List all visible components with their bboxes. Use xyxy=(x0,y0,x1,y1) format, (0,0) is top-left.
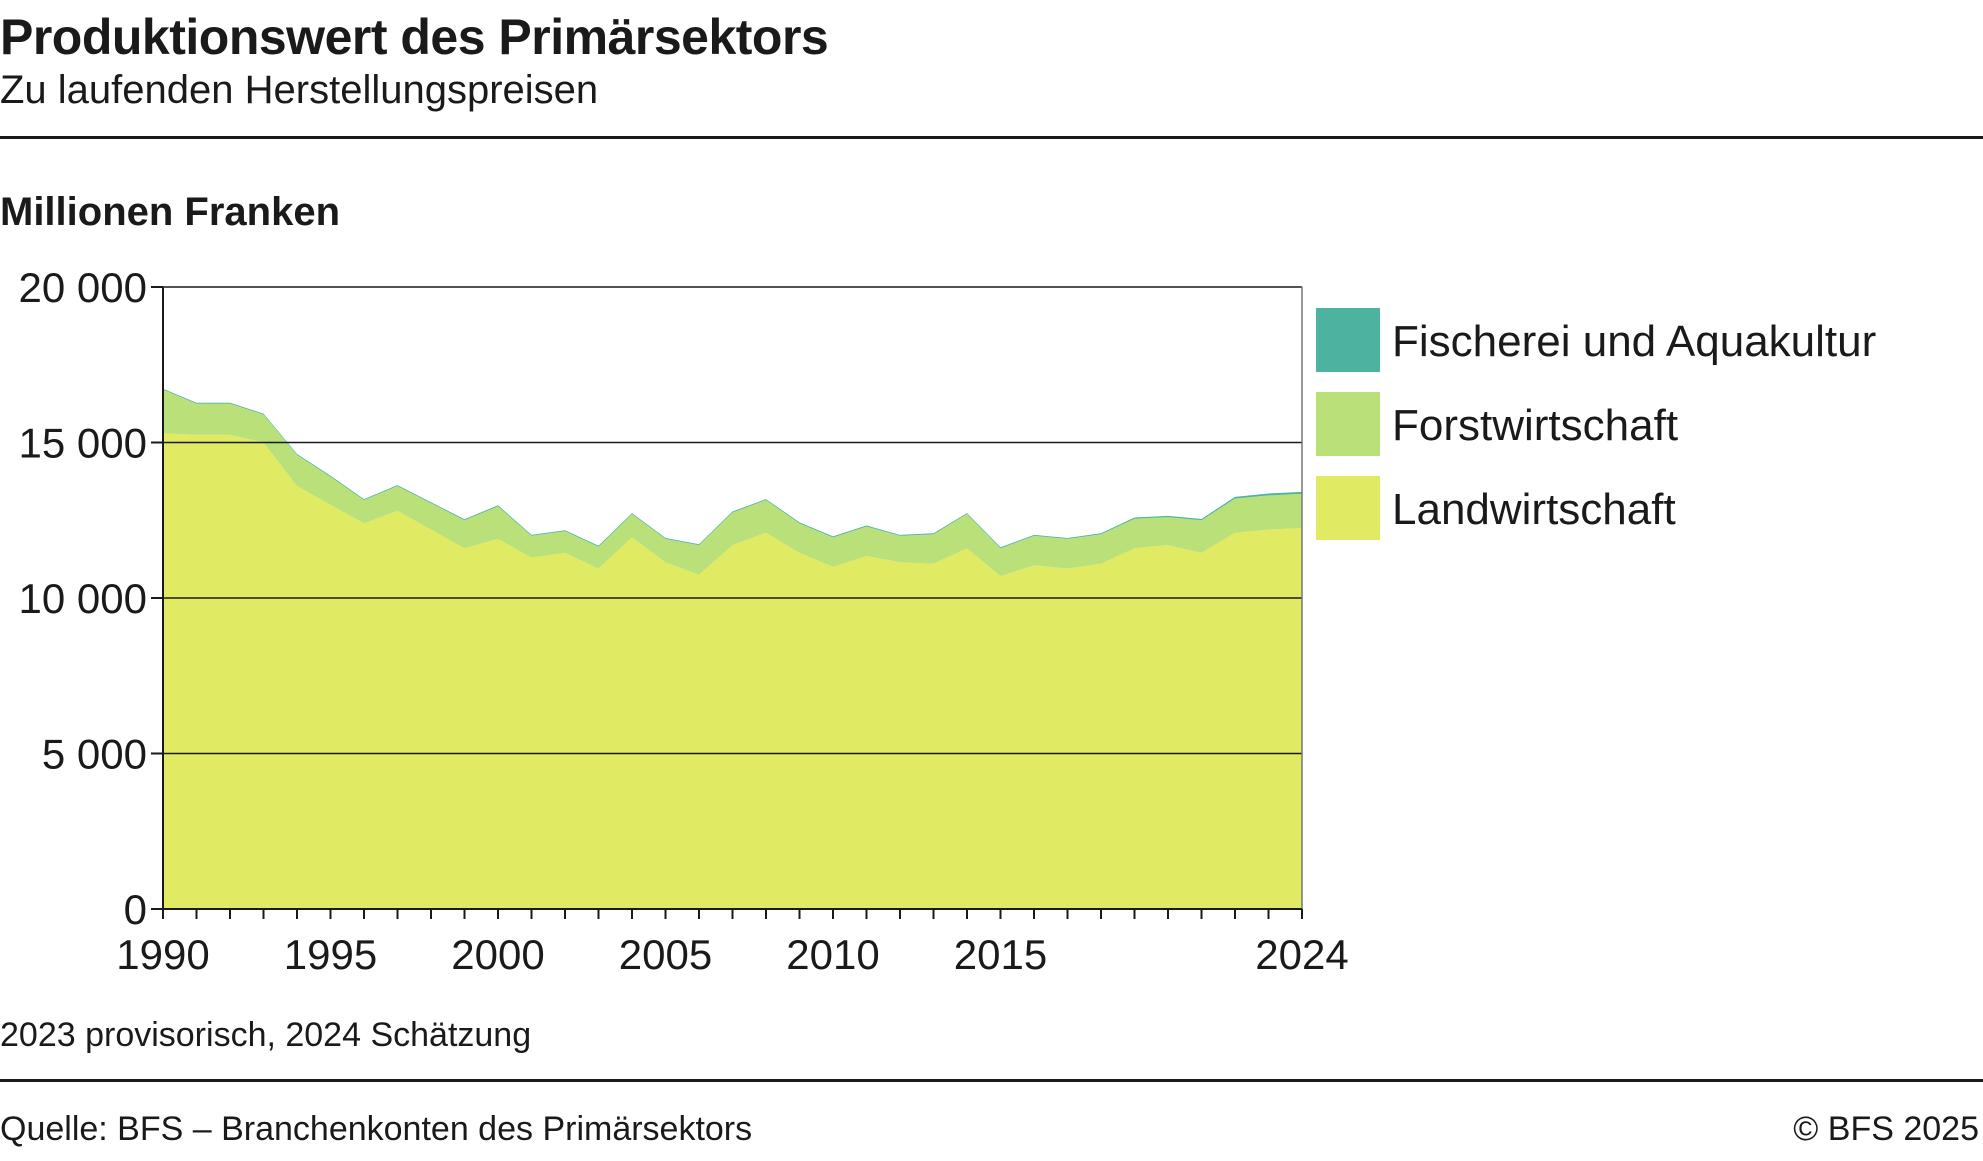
y-tick-label: 15 000 xyxy=(19,420,147,467)
y-tick-label: 10 000 xyxy=(19,575,147,622)
chart-title: Produktionswert des Primärsektors xyxy=(0,9,829,65)
chart-subtitle: Zu laufenden Herstellungspreisen xyxy=(0,68,599,112)
x-tick-label: 2024 xyxy=(1255,931,1348,978)
x-tick-label: 2005 xyxy=(619,931,712,978)
x-tick-label: 2015 xyxy=(954,931,1047,978)
legend-label: Fischerei und Aquakultur xyxy=(1392,317,1876,366)
bottom-divider xyxy=(0,1079,1983,1082)
area-series-2 xyxy=(163,389,1302,577)
area-chart: 0 5 000 10 000 15 000 20 000 1990 1995 2000 2005… xyxy=(19,264,1877,978)
copyright-text: © BFS 2025 xyxy=(1793,1110,1979,1148)
source-text: Quelle: BFS – Branchenkonten des Primärs… xyxy=(0,1110,753,1148)
legend-swatch xyxy=(1316,476,1380,540)
x-tick-label: 2010 xyxy=(786,931,879,978)
x-tick-label: 1995 xyxy=(284,931,377,978)
legend-label: Landwirtschaft xyxy=(1392,485,1676,534)
top-divider xyxy=(0,136,1983,139)
y-tick-label: 0 xyxy=(124,886,147,933)
area-series-1 xyxy=(163,433,1302,909)
footnote: 2023 provisorisch, 2024 Schätzung xyxy=(0,1016,532,1054)
x-tick-label: 1990 xyxy=(116,931,209,978)
x-tick-label: 2000 xyxy=(451,931,544,978)
y-tick-label: 5 000 xyxy=(42,731,147,778)
legend-label: Forstwirtschaft xyxy=(1392,401,1678,450)
y-tick-label: 20 000 xyxy=(19,264,147,311)
unit-label: Millionen Franken xyxy=(0,190,341,234)
legend-swatch xyxy=(1316,392,1380,456)
legend-swatch xyxy=(1316,308,1380,372)
